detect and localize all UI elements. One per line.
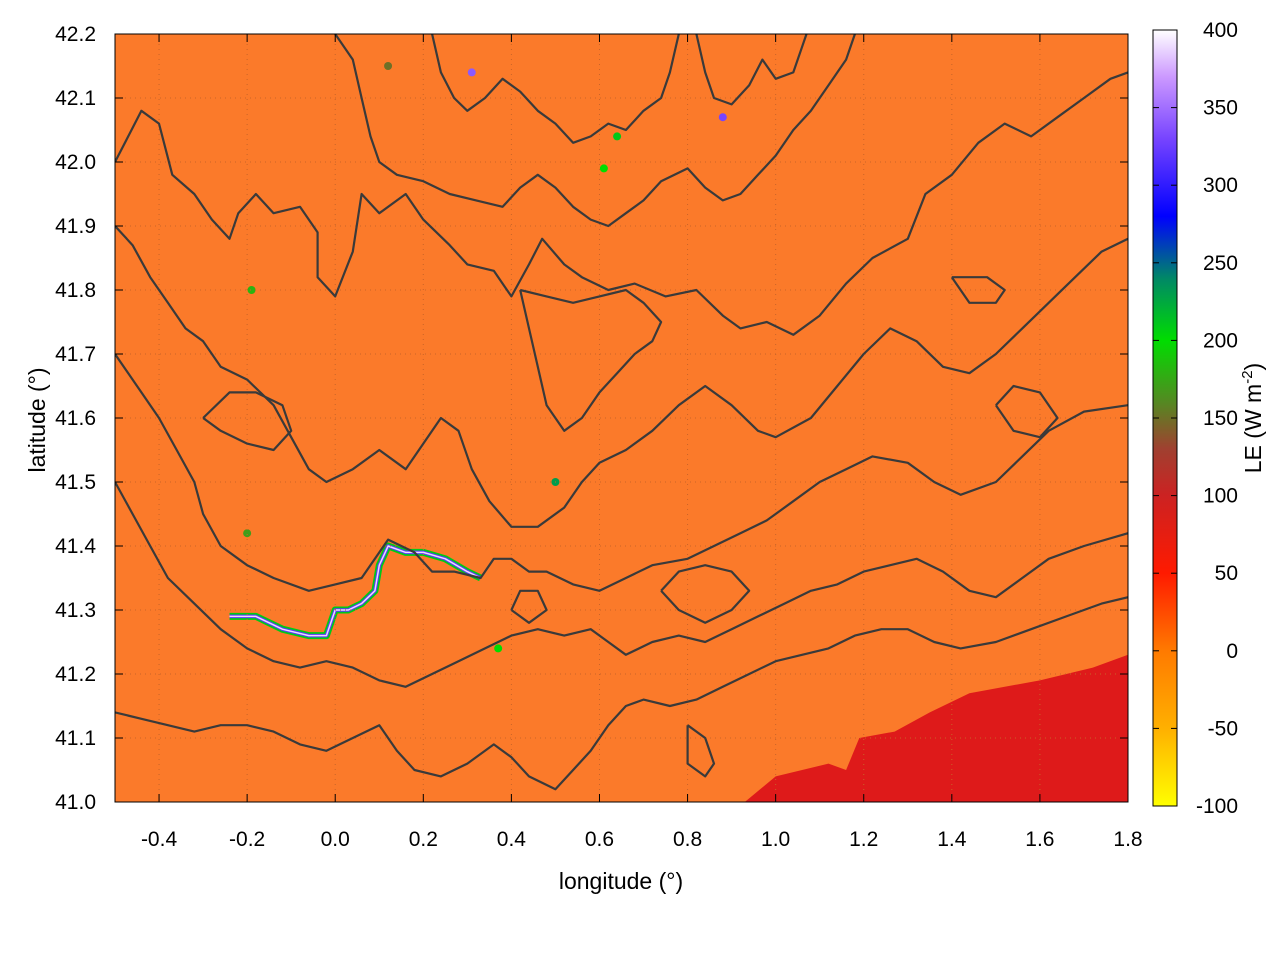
y-tick-label: 42.2 — [55, 23, 96, 46]
y-tick-label: 41.0 — [55, 791, 96, 814]
colorbar-tick-label: 150 — [1203, 407, 1238, 430]
x-tick-label: -0.2 — [229, 828, 265, 851]
colorbar-tick-label: -100 — [1196, 795, 1238, 818]
colorbar-tick-label: -50 — [1208, 717, 1238, 740]
y-tick-label: 41.2 — [55, 663, 96, 686]
contour-line — [334, 34, 856, 228]
colorbar-tick-label: 250 — [1203, 252, 1238, 275]
contour-line — [115, 225, 1128, 528]
contour-line — [510, 589, 548, 624]
contour-line — [994, 384, 1059, 439]
tick-marks — [115, 33, 1129, 803]
x-tick-label: 0.0 — [321, 828, 350, 851]
hotspot — [467, 68, 476, 77]
y-axis-label: latitude (°) — [24, 367, 50, 472]
colorbar-tick-label: 0 — [1226, 640, 1238, 663]
contour-line — [431, 34, 680, 144]
x-tick-label: -0.4 — [141, 828, 178, 851]
hotspot — [243, 529, 252, 538]
colorbar: -100 -50 0 50 100 150 200 250 300 350 400 LE (W m-… — [1152, 19, 1266, 818]
hotspot — [613, 132, 622, 141]
colorbar-ticks: -100 -50 0 50 100 150 200 250 300 350 400 — [1153, 19, 1238, 818]
x-tick-label: 0.8 — [673, 828, 702, 851]
contour-line — [519, 288, 663, 432]
grid-lines — [115, 34, 1128, 802]
hotspot — [599, 164, 608, 173]
x-tick-label: 0.2 — [409, 828, 438, 851]
y-tick-label: 41.9 — [55, 215, 96, 238]
y-tick-label: 41.1 — [55, 727, 96, 750]
x-tick-labels: -0.4 -0.2 0.0 0.2 0.4 0.6 0.8 1.0 1.2 1.4 1.6 1.8 — [141, 828, 1143, 851]
hotspot — [384, 62, 393, 70]
x-tick-label: 1.4 — [937, 828, 967, 851]
x-tick-label: 0.6 — [585, 828, 614, 851]
hotspot — [718, 113, 727, 122]
contour-line — [115, 71, 1128, 336]
colorbar-label: LE (W m-2) — [1239, 363, 1266, 473]
plot-area — [114, 33, 1129, 803]
y-tick-label: 41.8 — [55, 279, 96, 302]
y-tick-labels: 41.0 41.1 41.2 41.3 41.4 41.5 41.6 41.7 41.8 41.9… — [55, 23, 96, 814]
y-tick-label: 41.6 — [55, 407, 96, 430]
y-tick-label: 42.1 — [55, 87, 96, 110]
colorbar-tick-label: 50 — [1215, 562, 1238, 585]
colorbar-tick-label: 350 — [1203, 97, 1238, 120]
y-tick-label: 41.7 — [55, 343, 96, 366]
contour-line — [686, 724, 716, 778]
hotspot — [247, 286, 256, 294]
x-tick-label: 0.4 — [497, 828, 527, 851]
y-tick-label: 41.5 — [55, 471, 96, 494]
contour-line — [950, 276, 1006, 304]
contour-line — [115, 596, 1128, 791]
contour-line — [695, 34, 808, 106]
sea-region — [744, 654, 1128, 802]
contour-line — [202, 391, 293, 452]
y-tick-label: 41.4 — [55, 535, 96, 558]
colorbar-tick-label: 300 — [1203, 174, 1238, 197]
contour-lines — [115, 34, 1128, 791]
x-tick-label: 1.2 — [849, 828, 878, 851]
x-tick-label: 1.8 — [1113, 828, 1142, 851]
colorbar-tick-label: 400 — [1203, 19, 1238, 42]
latent-heat-field — [115, 34, 1128, 802]
x-tick-label: 1.0 — [761, 828, 790, 851]
colorbar-tick-label: 200 — [1203, 329, 1238, 352]
x-axis-label: longitude (°) — [559, 868, 683, 894]
contour-line — [660, 564, 751, 624]
y-tick-label: 42.0 — [55, 151, 96, 174]
hotspot — [494, 644, 503, 653]
contour-line — [115, 481, 1128, 688]
y-tick-label: 41.3 — [55, 599, 96, 622]
river-high-le-core — [229, 545, 481, 637]
contour-line — [115, 353, 1128, 592]
x-tick-label: 1.6 — [1025, 828, 1054, 851]
colorbar-tick-label: 100 — [1203, 485, 1238, 508]
